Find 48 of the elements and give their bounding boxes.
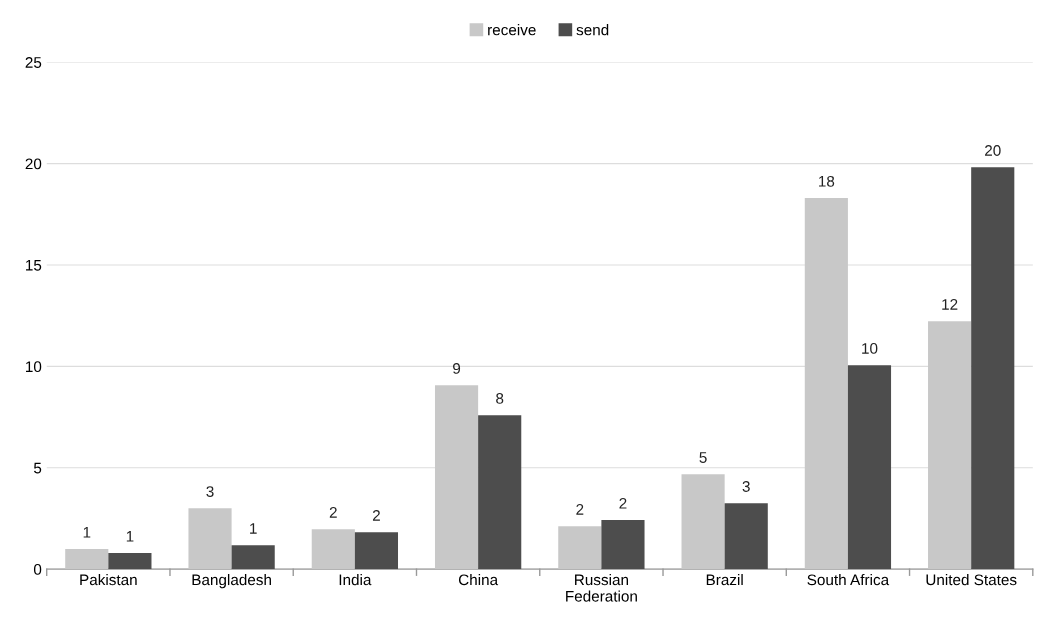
data-label: 1 [250,523,257,534]
bar [434,385,479,570]
y-tick-label: 25 [25,57,42,68]
data-label: 2 [372,510,380,521]
y-tick-label: 5 [33,462,42,474]
bar [354,532,399,570]
bar [231,545,275,570]
data-label: 2 [329,507,337,518]
bar [804,198,848,570]
bar [311,529,355,570]
bar [478,415,522,570]
data-label: 5 [699,452,707,463]
data-label: 10 [862,342,878,354]
data-label: 12 [942,298,958,310]
x-tick-label: Pakistan [80,573,137,586]
bar [724,503,768,570]
data-label: 20 [985,145,1001,156]
x-tick-label: Brazil [706,573,743,586]
legend-label: receive [488,24,536,36]
data-label: 8 [496,393,504,404]
data-label: 2 [619,497,627,509]
bar [847,365,892,570]
bar [188,508,232,570]
x-tick-label: South Africa [807,573,890,586]
bar [971,167,1015,570]
bar [108,553,152,570]
data-label: 2 [576,503,584,515]
bar [558,526,602,570]
y-tick-label: 20 [25,158,42,170]
bar [601,520,645,570]
x-tick-label: Russian Federation [566,573,637,602]
data-label: 9 [453,363,461,374]
x-tick-label: Bangladesh [192,573,271,589]
y-tick-label: 15 [26,260,42,271]
data-label: 18 [819,175,835,187]
data-label: 1 [126,531,134,542]
data-label: 1 [83,527,91,538]
data-label: 3 [206,486,214,497]
x-tick-label: United States [926,573,1017,586]
legend-label: send [576,24,609,36]
x-tick-label: China [458,573,499,586]
y-tick-label: 0 [33,564,42,575]
x-tick-label: India [339,573,372,586]
data-label: 3 [742,481,750,492]
y-tick-label: 10 [26,361,42,373]
bar [65,549,109,570]
bar [928,321,972,570]
bar [681,474,725,570]
